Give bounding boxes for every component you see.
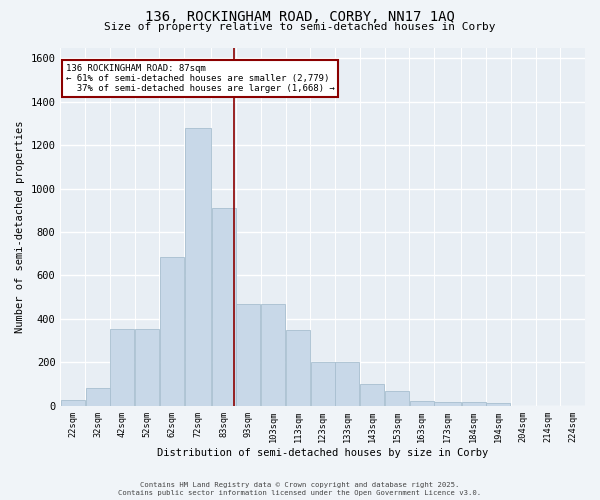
X-axis label: Distribution of semi-detached houses by size in Corby: Distribution of semi-detached houses by … (157, 448, 488, 458)
Bar (236, 304, 260, 406)
Bar (385, 392, 409, 406)
Bar (110, 328, 134, 406)
Bar (461, 402, 485, 406)
Bar (135, 328, 159, 406)
Text: Size of property relative to semi-detached houses in Corby: Size of property relative to semi-detach… (104, 22, 496, 32)
Text: 136, ROCKINGHAM ROAD, CORBY, NN17 1AQ: 136, ROCKINGHAM ROAD, CORBY, NN17 1AQ (145, 10, 455, 24)
Bar (261, 304, 285, 406)
Bar (212, 208, 236, 406)
Bar (335, 362, 359, 406)
Bar (86, 388, 110, 406)
Bar (311, 362, 335, 406)
Bar (286, 330, 310, 406)
Bar (410, 401, 434, 406)
Bar (434, 402, 461, 406)
Text: Contains HM Land Registry data © Crown copyright and database right 2025.: Contains HM Land Registry data © Crown c… (140, 482, 460, 488)
Bar (61, 400, 85, 406)
Bar (160, 257, 184, 406)
Text: Contains public sector information licensed under the Open Government Licence v3: Contains public sector information licen… (118, 490, 482, 496)
Bar (360, 384, 384, 406)
Bar (487, 404, 511, 406)
Bar (185, 128, 211, 406)
Text: 136 ROCKINGHAM ROAD: 87sqm
← 61% of semi-detached houses are smaller (2,779)
  3: 136 ROCKINGHAM ROAD: 87sqm ← 61% of semi… (65, 64, 334, 94)
Y-axis label: Number of semi-detached properties: Number of semi-detached properties (15, 120, 25, 333)
